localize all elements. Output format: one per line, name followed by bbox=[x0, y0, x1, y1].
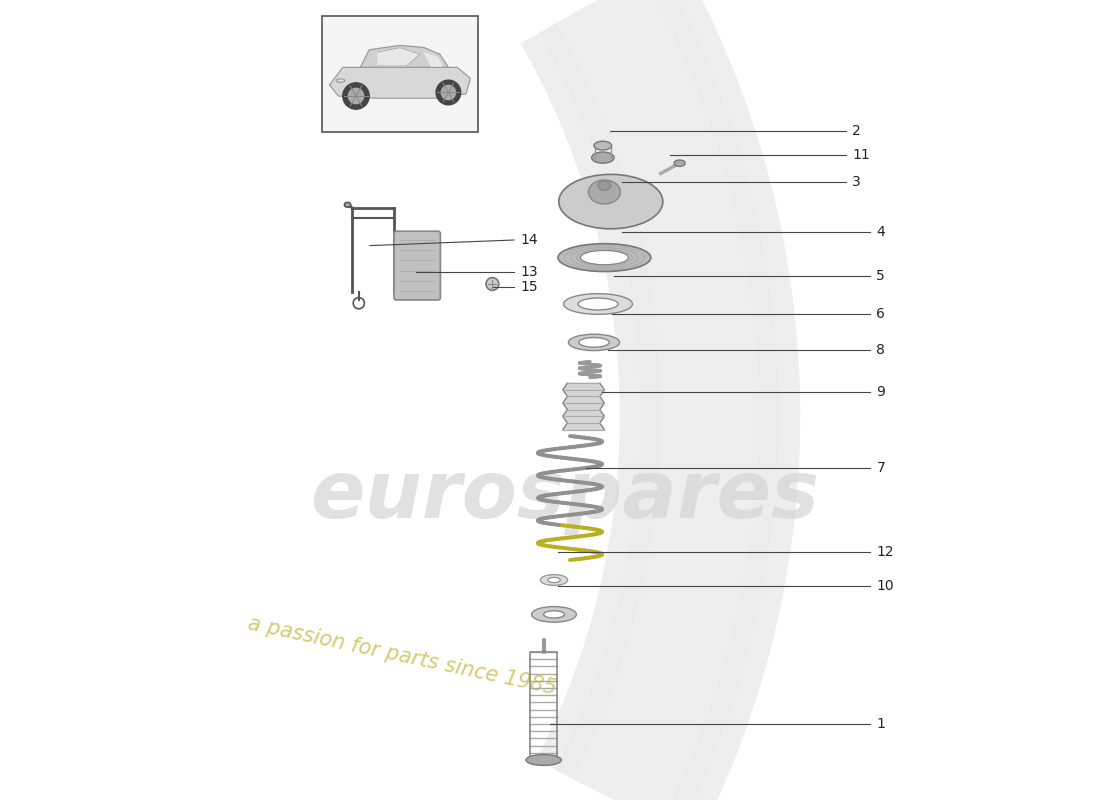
Text: 12: 12 bbox=[877, 545, 894, 559]
Ellipse shape bbox=[581, 250, 628, 265]
Ellipse shape bbox=[674, 160, 685, 166]
Ellipse shape bbox=[563, 294, 632, 314]
Bar bbox=[322, 16, 478, 132]
Text: 5: 5 bbox=[877, 269, 886, 283]
Polygon shape bbox=[425, 53, 442, 66]
Ellipse shape bbox=[540, 574, 568, 586]
Ellipse shape bbox=[569, 334, 619, 350]
Text: 9: 9 bbox=[877, 385, 886, 399]
FancyBboxPatch shape bbox=[394, 231, 440, 300]
Ellipse shape bbox=[598, 181, 611, 190]
Text: 3: 3 bbox=[852, 174, 861, 189]
Ellipse shape bbox=[594, 141, 612, 150]
Text: 1: 1 bbox=[877, 717, 886, 731]
Text: 14: 14 bbox=[520, 233, 538, 247]
Ellipse shape bbox=[543, 610, 564, 618]
Ellipse shape bbox=[531, 606, 576, 622]
Text: 2: 2 bbox=[852, 124, 861, 138]
Ellipse shape bbox=[588, 180, 620, 204]
Circle shape bbox=[486, 278, 498, 290]
Circle shape bbox=[441, 86, 455, 100]
Circle shape bbox=[349, 88, 364, 104]
Text: 7: 7 bbox=[877, 461, 886, 475]
Polygon shape bbox=[563, 383, 604, 430]
Ellipse shape bbox=[579, 338, 609, 347]
Ellipse shape bbox=[559, 174, 663, 229]
Ellipse shape bbox=[337, 79, 345, 82]
Polygon shape bbox=[361, 46, 449, 67]
Text: 15: 15 bbox=[520, 280, 538, 294]
Ellipse shape bbox=[578, 298, 618, 310]
Circle shape bbox=[343, 82, 370, 110]
Ellipse shape bbox=[526, 754, 561, 766]
Text: 6: 6 bbox=[877, 306, 886, 321]
Ellipse shape bbox=[344, 202, 351, 207]
Text: a passion for parts since 1985: a passion for parts since 1985 bbox=[246, 614, 559, 698]
Ellipse shape bbox=[558, 244, 651, 271]
Ellipse shape bbox=[592, 152, 614, 163]
Circle shape bbox=[436, 80, 461, 105]
Text: 11: 11 bbox=[852, 148, 870, 162]
Ellipse shape bbox=[548, 578, 560, 582]
Text: 4: 4 bbox=[877, 225, 886, 239]
Text: 13: 13 bbox=[520, 265, 538, 279]
Text: 8: 8 bbox=[877, 342, 886, 357]
Polygon shape bbox=[330, 67, 471, 98]
Polygon shape bbox=[378, 48, 420, 66]
Text: eurospares: eurospares bbox=[310, 457, 820, 535]
Text: 10: 10 bbox=[877, 578, 894, 593]
